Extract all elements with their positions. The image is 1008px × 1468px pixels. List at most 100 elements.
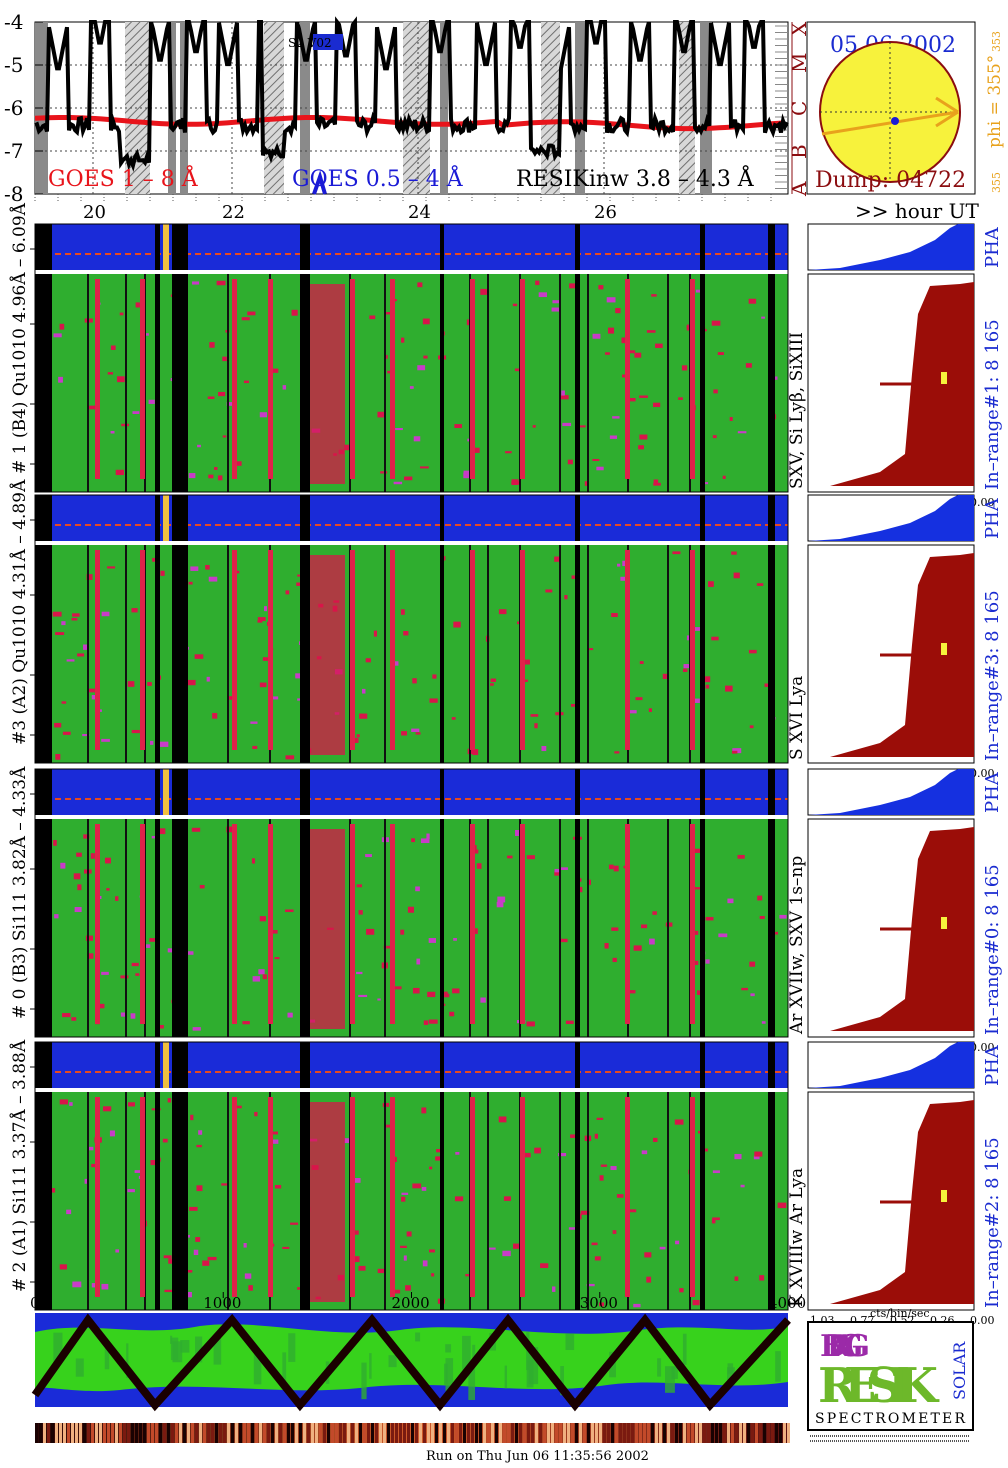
strip-bar xyxy=(619,1423,622,1443)
spectrum-speckle xyxy=(358,994,368,998)
spectrum-speckle xyxy=(242,1021,250,1025)
spectrum-speckle xyxy=(729,417,733,421)
strip-bar xyxy=(511,1423,514,1443)
spectrum-speckle xyxy=(352,1230,359,1235)
pha-label: PHA xyxy=(982,1044,1003,1086)
emission-line xyxy=(470,824,475,1024)
spectrum-speckle xyxy=(135,973,140,976)
spectrum-speckle xyxy=(596,466,604,471)
spectrum-speckle xyxy=(191,827,201,832)
spectrum-speckle xyxy=(297,1287,303,1290)
strip-streak xyxy=(288,1333,296,1362)
strip-bar xyxy=(459,1423,462,1443)
emission-line xyxy=(470,279,475,479)
flare-hotspot xyxy=(305,829,345,1029)
spectrum-speckle xyxy=(190,566,199,571)
spectrum-speckle xyxy=(222,356,227,362)
y-tick-label: -7 xyxy=(4,139,23,163)
spectrum-speckle xyxy=(725,685,733,692)
spectrum-speckle xyxy=(226,402,236,406)
spectrum-speckle xyxy=(659,1246,666,1250)
y-tick-label: -5 xyxy=(4,53,23,77)
lightcurve-panel: -4 -5 -6 -7 -8 X M C B A S2 V02 GOES 1 – 8 Å GOE… xyxy=(4,10,979,223)
strip-bar xyxy=(499,1423,502,1443)
pha-hist xyxy=(808,1042,974,1088)
spectrum-speckle xyxy=(761,316,765,319)
spectrum-speckle xyxy=(639,434,648,440)
strip-bar xyxy=(779,1423,782,1443)
spectrum-speckle xyxy=(214,467,218,470)
spectrum-speckle xyxy=(53,839,57,846)
spectrum-speckle xyxy=(717,352,724,355)
spectrum-speckle xyxy=(400,929,405,935)
emission-line xyxy=(95,550,100,750)
spectrum-speckle xyxy=(753,1155,760,1160)
strip-bar xyxy=(343,1423,346,1443)
spectrum-speckle xyxy=(259,916,266,922)
spectrum-speckle xyxy=(257,617,266,622)
spectrum-speckle xyxy=(244,1273,252,1279)
spectrum-speckle xyxy=(405,1285,411,1291)
spectrum-speckle xyxy=(403,631,409,636)
strip-bar xyxy=(319,1423,322,1443)
spectrum-speckle xyxy=(90,853,95,859)
spectrum-speckle xyxy=(218,391,226,397)
emission-line xyxy=(625,1097,630,1297)
emission-line xyxy=(625,824,630,1024)
lightcurve-y-ticks: -4 -5 -6 -7 -8 xyxy=(4,10,43,206)
phi-bottom-label: 355 xyxy=(990,172,1003,193)
spectrum-speckle xyxy=(409,386,414,389)
spectrum-speckle xyxy=(432,674,437,679)
strip-bar xyxy=(579,1423,582,1443)
flare-class-labels: X M C B A xyxy=(787,21,811,197)
spectrum-speckle xyxy=(674,1119,684,1125)
bin-tick-label: 1000 xyxy=(203,1294,241,1312)
spectrum-speckle xyxy=(587,648,594,651)
spectrum-speckle xyxy=(290,1222,299,1225)
spectrum-speckle xyxy=(522,659,530,665)
strip-bar xyxy=(271,1423,274,1443)
spectrum-speckle xyxy=(513,1243,520,1249)
strip-bar xyxy=(43,1423,46,1443)
strip-bar xyxy=(147,1423,150,1443)
channel-id-label: # 1 (B4) Qu1010 4.96Å – 6.09Å xyxy=(9,202,30,474)
spectrum-speckle xyxy=(377,1268,385,1274)
strip-bar xyxy=(351,1423,354,1443)
channel-id-label: # 0 (B3) Si111 3.82Å – 4.33Å xyxy=(9,766,30,1019)
spectrum-speckle xyxy=(190,1114,194,1121)
spectrum-speckle xyxy=(55,632,65,636)
spectrum-speckle xyxy=(592,333,601,339)
spectrum-speckle xyxy=(221,1183,228,1186)
strip-bar xyxy=(115,1423,118,1443)
spectrum-speckle xyxy=(454,424,462,429)
spectrum-speckle xyxy=(480,997,486,1003)
spectrum-speckle xyxy=(686,635,691,641)
spectrum-speckle xyxy=(243,380,249,384)
strip-bar xyxy=(91,1423,94,1443)
emission-line xyxy=(690,550,695,750)
time-gap xyxy=(700,769,705,1037)
spectrum-speckle xyxy=(252,976,261,982)
spectrum-speckle xyxy=(681,365,688,371)
intensity-strip-bars xyxy=(35,1423,790,1443)
spectrum-speckle xyxy=(164,1289,174,1293)
spectrum-speckle xyxy=(565,1020,574,1025)
time-gap xyxy=(300,1042,310,1310)
strip-bar xyxy=(127,1423,130,1443)
spectrum-speckle xyxy=(732,748,742,754)
strip-bar xyxy=(475,1423,478,1443)
spectrum-speckle xyxy=(551,307,560,312)
spectrum-speckle xyxy=(587,879,591,885)
strip-bar xyxy=(55,1423,58,1443)
lightcurve-grid xyxy=(35,22,788,194)
channel-frame xyxy=(34,1041,789,1311)
strip-bar xyxy=(143,1423,146,1443)
spectrum-speckle xyxy=(403,1255,407,1261)
strip-bar xyxy=(523,1423,526,1443)
spectrum-speckle xyxy=(120,975,129,979)
strip-bar xyxy=(307,1423,310,1443)
strip-bar xyxy=(707,1423,710,1443)
spectrum-speckle xyxy=(711,1219,716,1224)
channel-block: # 1 (B4) Qu1010 4.96Å – 6.09Å SXV, Si Lyβ… xyxy=(9,202,1003,510)
spectrum-speckle xyxy=(639,661,644,664)
